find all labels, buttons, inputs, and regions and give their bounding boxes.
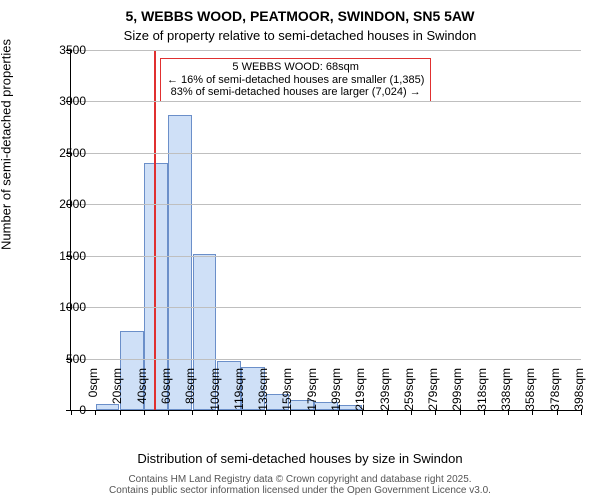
xtick-label: 299sqm: [450, 368, 464, 418]
chart-title-line1: 5, WEBBS WOOD, PEATMOOR, SWINDON, SN5 5A…: [0, 8, 600, 24]
xtick-label: 279sqm: [426, 368, 440, 418]
ytick-label: 500: [46, 352, 86, 366]
credits-line2: Contains public sector information licen…: [0, 485, 600, 496]
credits-line1: Contains HM Land Registry data © Crown c…: [0, 474, 600, 485]
ytick-label: 2000: [46, 197, 86, 211]
xtick-label: 179sqm: [305, 368, 319, 418]
xtick-label: 378sqm: [548, 368, 562, 418]
gridline: [71, 50, 581, 51]
gridline: [71, 256, 581, 257]
annotation-line2: ← 16% of semi-detached houses are smalle…: [167, 74, 424, 87]
plot-area: 5 WEBBS WOOD: 68sqm ← 16% of semi-detach…: [70, 50, 581, 411]
xtick-label: 398sqm: [572, 368, 586, 418]
ytick-label: 3000: [46, 94, 86, 108]
xtick-label: 318sqm: [475, 368, 489, 418]
gridline: [71, 359, 581, 360]
xtick-label: 0sqm: [86, 368, 100, 418]
gridline: [71, 153, 581, 154]
xtick-label: 139sqm: [256, 368, 270, 418]
gridline: [71, 204, 581, 205]
xtick-label: 20sqm: [110, 368, 124, 418]
xtick-label: 239sqm: [378, 368, 392, 418]
ytick-label: 1000: [46, 300, 86, 314]
xtick-label: 358sqm: [523, 368, 537, 418]
xtick-label: 60sqm: [159, 368, 173, 418]
ytick-label: 3500: [46, 43, 86, 57]
chart-container: 5, WEBBS WOOD, PEATMOOR, SWINDON, SN5 5A…: [0, 0, 600, 500]
xtick-label: 259sqm: [402, 368, 416, 418]
xtick-label: 338sqm: [499, 368, 513, 418]
chart-title-line2: Size of property relative to semi-detach…: [0, 28, 600, 43]
xtick-label: 100sqm: [208, 368, 222, 418]
ytick-label: 1500: [46, 249, 86, 263]
ytick-label: 0: [46, 403, 86, 417]
annotation-line3: 83% of semi-detached houses are larger (…: [167, 86, 424, 99]
ytick-label: 2500: [46, 146, 86, 160]
credits: Contains HM Land Registry data © Crown c…: [0, 474, 600, 496]
xtick-label: 159sqm: [280, 368, 294, 418]
annotation-box: 5 WEBBS WOOD: 68sqm ← 16% of semi-detach…: [160, 58, 431, 102]
property-marker-line: [154, 50, 156, 410]
xtick-label: 119sqm: [232, 368, 246, 418]
xtick-label: 199sqm: [329, 368, 343, 418]
annotation-line1: 5 WEBBS WOOD: 68sqm: [167, 61, 424, 74]
histogram-bar: [168, 115, 192, 410]
gridline: [71, 101, 581, 102]
xtick-label: 40sqm: [135, 368, 149, 418]
y-axis-label: Number of semi-detached properties: [0, 39, 14, 250]
x-axis-label: Distribution of semi-detached houses by …: [0, 451, 600, 466]
xtick-label: 219sqm: [353, 368, 367, 418]
gridline: [71, 307, 581, 308]
xtick-label: 80sqm: [183, 368, 197, 418]
